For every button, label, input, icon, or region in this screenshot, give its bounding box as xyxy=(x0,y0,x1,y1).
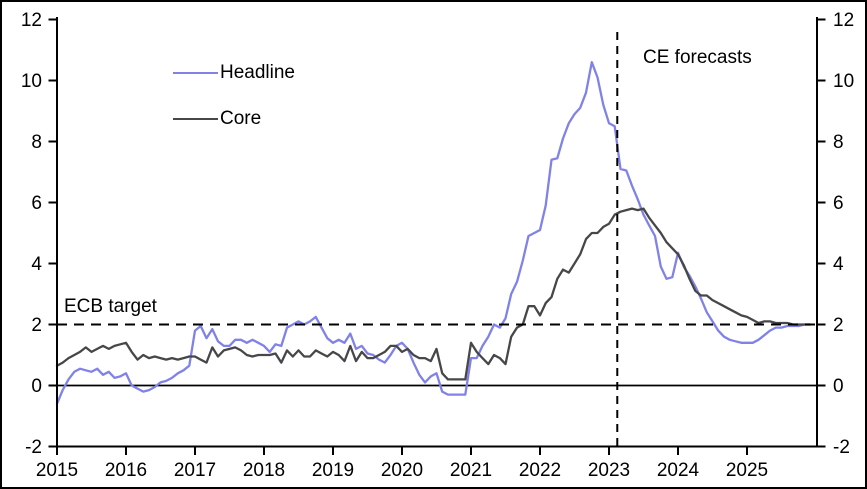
y-axis-tick-label-right: 0 xyxy=(833,376,844,397)
core-series-line xyxy=(55,207,812,381)
x-axis-tick-label: 2018 xyxy=(243,460,285,481)
y-axis-tick-label-left: 10 xyxy=(21,71,42,92)
y-axis-tick-label-left: -2 xyxy=(25,437,42,458)
y-axis-tick-label-right: 10 xyxy=(833,71,854,92)
y-axis-tick-label-left: 4 xyxy=(31,254,42,275)
x-axis-tick-label: 2024 xyxy=(657,460,700,481)
legend-item-core: Core xyxy=(173,107,261,131)
y-axis-tick-label-right: 12 xyxy=(833,10,854,31)
y-axis-tick-label-left: 2 xyxy=(31,315,42,336)
ce-forecasts-annotation: CE forecasts xyxy=(643,47,752,68)
x-axis-tick-label: 2025 xyxy=(726,460,768,481)
x-axis-tick-label: 2016 xyxy=(105,460,147,481)
x-axis-tick-label: 2017 xyxy=(174,460,216,481)
y-axis-tick-label-right: -2 xyxy=(833,437,850,458)
y-axis-tick-label-left: 12 xyxy=(21,10,42,31)
y-axis-tick-label-right: 2 xyxy=(833,315,844,336)
x-axis-tick-label: 2020 xyxy=(381,460,423,481)
y-axis-tick-label-right: 8 xyxy=(833,132,844,153)
x-axis-tick-label: 2021 xyxy=(450,460,492,481)
x-axis-tick-label: 2022 xyxy=(519,460,561,481)
x-axis-tick-label: 2019 xyxy=(312,460,354,481)
y-axis-tick-label-left: 8 xyxy=(31,132,42,153)
y-axis-tick-label-right: 6 xyxy=(833,193,844,214)
y-axis-tick-label-left: 0 xyxy=(31,376,42,397)
legend-label-core: Core xyxy=(220,108,262,129)
legend-item-headline: Headline xyxy=(173,61,295,85)
headline-line-swatch xyxy=(173,72,218,74)
legend-label-headline: Headline xyxy=(220,62,295,83)
core-line-swatch xyxy=(173,118,218,120)
x-axis-tick-label: 2023 xyxy=(588,460,630,481)
ecb-target-annotation: ECB target xyxy=(64,296,157,317)
y-axis-tick-label-left: 6 xyxy=(31,193,42,214)
x-axis-tick-label: 2015 xyxy=(36,460,78,481)
y-axis-tick-label-right: 4 xyxy=(833,254,844,275)
